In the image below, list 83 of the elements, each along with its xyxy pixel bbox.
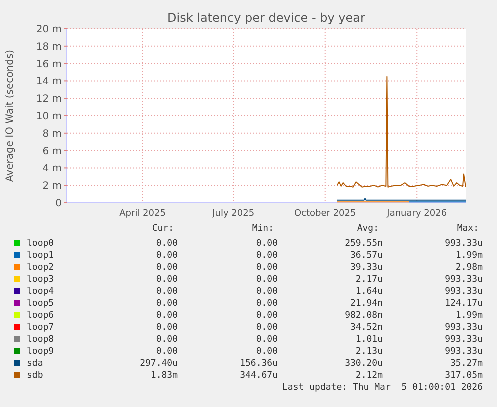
text: 993.33u xyxy=(445,335,483,345)
text: 39.33u xyxy=(350,263,383,273)
y-tick-label: 0 xyxy=(56,198,62,210)
text: 1.83m xyxy=(150,371,178,381)
legend-label: loop3 xyxy=(27,275,54,285)
text: 0.00 xyxy=(156,263,178,273)
legend-label: loop1 xyxy=(27,251,54,261)
text: 0.00 xyxy=(156,299,178,309)
line-series xyxy=(336,76,466,188)
legend-label: loop6 xyxy=(27,311,54,321)
text: 0.00 xyxy=(256,323,278,333)
text: 259.55n xyxy=(345,239,383,249)
legend-label: loop9 xyxy=(27,347,54,357)
text: Cur: xyxy=(152,224,174,234)
text: Max: xyxy=(457,224,479,234)
y-tick-label: 20 m xyxy=(36,24,62,36)
y-tick-label: 18 m xyxy=(36,42,62,53)
text: 344.67u xyxy=(240,371,278,381)
text: Avg: xyxy=(357,224,379,234)
text: 34.52n xyxy=(350,323,383,333)
text: 0.00 xyxy=(156,311,178,321)
text: 0.00 xyxy=(256,239,278,249)
y-tick-label: 6 m xyxy=(42,146,62,158)
x-tick-label: October 2025 xyxy=(294,209,356,219)
text: Min: xyxy=(252,224,274,234)
y-tick-label: 12 m xyxy=(36,94,62,106)
x-tick-label: January 2026 xyxy=(386,209,448,219)
y-tick-label: 16 m xyxy=(36,59,62,70)
x-tick-label: April 2025 xyxy=(120,209,166,219)
text: 993.33u xyxy=(445,287,483,297)
text: 0.00 xyxy=(256,311,278,321)
y-tick-label: 8 m xyxy=(42,128,62,140)
text: 2.13u xyxy=(356,347,383,357)
text: 2.17u xyxy=(356,275,383,285)
text: 0.00 xyxy=(156,323,178,333)
text: 0.00 xyxy=(156,239,178,249)
legend-label: sda xyxy=(27,359,44,369)
y-tick-label: 4 m xyxy=(42,164,62,175)
y-tick-label: 2 m xyxy=(42,181,62,192)
text: 2.98m xyxy=(456,263,483,273)
text: 35.27m xyxy=(450,359,483,369)
text: 156.36u xyxy=(240,359,278,369)
text: 0.00 xyxy=(256,263,278,273)
text: 0.00 xyxy=(156,275,178,285)
text: Last update: Thu Mar 5 01:00:01 2026 xyxy=(282,383,483,393)
legend-label: loop8 xyxy=(27,335,54,345)
legend-label: loop5 xyxy=(27,299,54,309)
text: 993.33u xyxy=(445,323,483,333)
text: 124.17u xyxy=(445,299,483,309)
text: 0.00 xyxy=(256,287,278,297)
legend-label: loop2 xyxy=(27,263,54,273)
y-tick-label: 10 m xyxy=(36,112,62,122)
y-axis-title: Average IO Wait (seconds) xyxy=(5,50,16,182)
text: 297.40u xyxy=(140,359,178,369)
text: 0.00 xyxy=(256,251,278,261)
text: 0.00 xyxy=(256,275,278,285)
text: 317.05m xyxy=(445,371,483,381)
legend-label: loop0 xyxy=(27,239,54,249)
y-tick-label: 14 m xyxy=(36,76,62,88)
text: 0.00 xyxy=(156,251,178,261)
text: 1.01u xyxy=(356,335,383,345)
text: 982.08n xyxy=(345,311,383,321)
text: 0.00 xyxy=(156,335,178,345)
chart-title: Disk latency per device - by year xyxy=(168,11,366,25)
text: 36.57u xyxy=(350,251,383,261)
x-tick-label: July 2025 xyxy=(212,209,255,219)
text: 993.33u xyxy=(445,239,483,249)
text: 0.00 xyxy=(256,347,278,357)
text: 993.33u xyxy=(445,347,483,357)
legend-label: sdb xyxy=(27,371,44,381)
legend-label: loop4 xyxy=(27,287,54,297)
text: 330.20u xyxy=(345,359,383,369)
text: 0.00 xyxy=(156,287,178,297)
text: 1.64u xyxy=(356,287,383,297)
text: 0.00 xyxy=(156,347,178,357)
text: 0.00 xyxy=(256,335,278,345)
text: 0.00 xyxy=(256,299,278,309)
text: 1.99m xyxy=(456,251,483,261)
text: 21.94n xyxy=(350,299,383,309)
legend-label: loop7 xyxy=(27,323,54,333)
text: 2.12m xyxy=(356,371,383,381)
text: 993.33u xyxy=(445,275,483,285)
text: 1.99m xyxy=(456,311,483,321)
